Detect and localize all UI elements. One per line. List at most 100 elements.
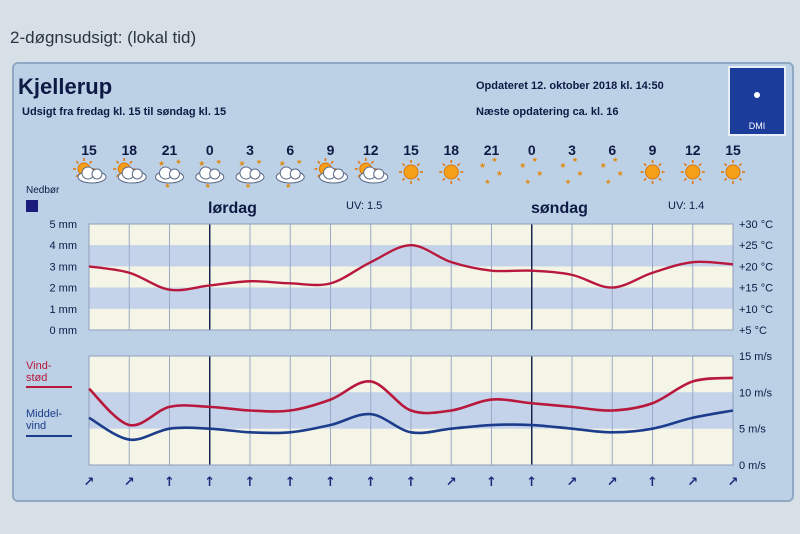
gust-legend-swatch bbox=[26, 386, 72, 388]
star-glyph: ★ bbox=[565, 178, 571, 186]
temp-axis-tick: +20 °C bbox=[739, 261, 773, 273]
sun-disc bbox=[645, 164, 660, 180]
cloud-puff bbox=[91, 168, 103, 180]
cloud-puff bbox=[249, 168, 261, 180]
wind-direction-arrow: ↗ bbox=[607, 475, 618, 490]
star-glyph: ★ bbox=[256, 158, 262, 166]
star-glyph: ★ bbox=[600, 161, 607, 170]
sun-icon bbox=[721, 160, 745, 184]
wind-direction-arrow: ↗ bbox=[728, 475, 739, 490]
star-glyph: ★ bbox=[198, 159, 205, 168]
wind-axis-tick: 0 m/s bbox=[739, 460, 766, 472]
hour-label: 15 bbox=[403, 142, 419, 158]
star-glyph: ★ bbox=[496, 169, 503, 178]
gust-legend-line2: stød bbox=[26, 372, 48, 384]
precipitation-label: Nedbør bbox=[26, 185, 60, 196]
star-glyph: ★ bbox=[576, 169, 583, 178]
wind-direction-arrow: ↗ bbox=[446, 475, 457, 490]
hour-label: 18 bbox=[443, 142, 459, 158]
sun-ray bbox=[698, 162, 702, 167]
sun-ray bbox=[115, 160, 120, 164]
updated-timestamp: Opdateret 12. oktober 2018 kl. 14:50 bbox=[476, 80, 664, 92]
sun-ray bbox=[723, 177, 728, 182]
sun-ray bbox=[723, 162, 728, 167]
star-glyph: ★ bbox=[491, 156, 497, 164]
sun-icon bbox=[640, 160, 665, 184]
precip-axis-tick: 4 mm bbox=[50, 240, 78, 252]
precip-axis-tick: 0 mm bbox=[50, 325, 78, 337]
hour-label: 9 bbox=[327, 142, 335, 158]
cloud-puff bbox=[131, 168, 143, 180]
sun-icon bbox=[399, 160, 423, 184]
sun-disc bbox=[685, 164, 701, 180]
sun-ray bbox=[658, 177, 662, 182]
partly-cloudy-day-icon bbox=[73, 158, 107, 184]
uv-index-saturday: UV: 1.5 bbox=[346, 200, 383, 212]
hour-label: 6 bbox=[286, 142, 294, 158]
star-glyph: ★ bbox=[519, 161, 526, 170]
sun-ray bbox=[683, 162, 687, 167]
temp-plot-frame bbox=[88, 223, 734, 331]
wind-direction-arrow: ↗ bbox=[84, 475, 95, 490]
star-glyph: ★ bbox=[216, 158, 222, 166]
sun-ray bbox=[457, 162, 461, 167]
sun-disc bbox=[403, 164, 419, 180]
star-glyph: ★ bbox=[605, 178, 611, 186]
cloud-puff bbox=[333, 168, 344, 180]
sun-ray bbox=[738, 177, 743, 182]
dmi-logo-text: DMI bbox=[748, 121, 766, 131]
temp-axis-tick: +5 °C bbox=[739, 325, 767, 337]
clear-night-icon: ★ ★ ★ ★ bbox=[519, 156, 543, 186]
star-glyph: ★ bbox=[158, 159, 165, 168]
wind-direction-arrow: ↑ bbox=[245, 475, 256, 490]
sun-ray bbox=[738, 162, 743, 167]
hour-label: 9 bbox=[649, 142, 657, 158]
hour-label: 18 bbox=[121, 142, 137, 158]
wind-direction-arrow: ↑ bbox=[647, 475, 658, 490]
cloudy-night-icon: ★ ★ ★ bbox=[195, 158, 225, 190]
hour-label: 15 bbox=[81, 142, 97, 158]
sun-ray bbox=[75, 160, 79, 164]
forecast-period: Udsigt fra fredag kl. 15 til søndag kl. … bbox=[22, 106, 227, 118]
sun-ray bbox=[317, 160, 321, 164]
sun-icon bbox=[439, 160, 464, 184]
uv-index-sunday: UV: 1.4 bbox=[668, 200, 705, 212]
sun-ray bbox=[330, 160, 334, 164]
hour-label: 21 bbox=[484, 142, 500, 158]
cloudy-night-icon: ★ ★ ★ bbox=[155, 158, 184, 190]
wind-axis-tick: 15 m/s bbox=[739, 351, 773, 363]
sun-ray bbox=[643, 177, 647, 182]
star-glyph: ★ bbox=[296, 158, 302, 166]
star-glyph: ★ bbox=[617, 169, 624, 178]
sun-ray bbox=[317, 174, 321, 178]
location-title: Kjellerup bbox=[18, 74, 113, 99]
wind-direction-arrow: ↑ bbox=[285, 475, 296, 490]
dmi-logo[interactable]: DMI bbox=[728, 66, 786, 136]
temp-axis-tick: +15 °C bbox=[739, 283, 773, 295]
star-glyph: ★ bbox=[164, 182, 170, 190]
precip-axis-tick: 5 mm bbox=[50, 219, 78, 231]
precip-axis-tick: 3 mm bbox=[50, 261, 78, 273]
temp-axis-tick: +10 °C bbox=[739, 304, 773, 316]
sun-disc bbox=[725, 164, 741, 180]
wind-direction-arrow: ↑ bbox=[365, 475, 376, 490]
partly-cloudy-day-icon bbox=[314, 158, 348, 184]
sun-ray bbox=[683, 177, 687, 182]
gust-legend-line1: Vind- bbox=[26, 360, 52, 372]
next-update-text: Næste opdatering ca. kl. 16 bbox=[476, 106, 619, 118]
star-glyph: ★ bbox=[285, 182, 291, 190]
star-glyph: ★ bbox=[205, 182, 211, 190]
star-glyph: ★ bbox=[175, 158, 181, 166]
sun-ray bbox=[457, 177, 461, 182]
clear-night-icon: ★ ★ ★ ★ bbox=[559, 156, 583, 186]
mean-wind-legend-swatch bbox=[26, 435, 72, 437]
mean-wind-legend: Middel- vind bbox=[26, 408, 62, 432]
precip-axis-tick: 2 mm bbox=[50, 283, 78, 295]
hour-label: 3 bbox=[568, 142, 576, 158]
temp-axis-tick: +25 °C bbox=[739, 240, 773, 252]
star-glyph: ★ bbox=[238, 159, 245, 168]
wind-direction-arrow: ↗ bbox=[567, 475, 578, 490]
cloud-puff bbox=[169, 168, 180, 180]
dmi-crown-icon bbox=[754, 92, 760, 98]
cloudy-night-icon: ★ ★ ★ bbox=[275, 158, 305, 190]
